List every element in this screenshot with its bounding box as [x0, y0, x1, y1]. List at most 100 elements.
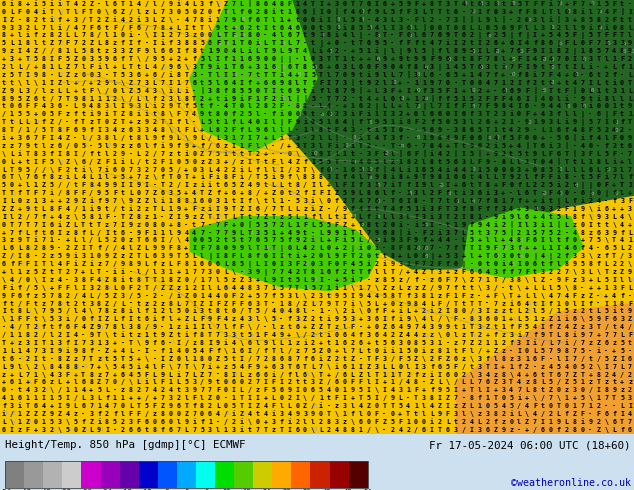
- Text: 2: 2: [486, 419, 489, 425]
- Text: T: T: [486, 111, 489, 117]
- Text: f: f: [303, 190, 307, 196]
- Text: O: O: [503, 246, 507, 251]
- Text: 8: 8: [501, 159, 505, 165]
- Text: 6: 6: [18, 293, 22, 299]
- Text: 7: 7: [414, 324, 418, 330]
- Text: 7: 7: [153, 167, 157, 172]
- Text: \: \: [256, 198, 259, 204]
- Text: 1: 1: [10, 395, 14, 401]
- Text: t: t: [224, 308, 228, 315]
- Text: T: T: [264, 48, 268, 54]
- Text: L: L: [549, 340, 553, 346]
- Text: 0: 0: [406, 32, 410, 39]
- Text: l: l: [470, 253, 474, 259]
- Text: 8: 8: [34, 151, 37, 157]
- Text: 1: 1: [81, 206, 85, 212]
- Text: \: \: [224, 348, 228, 354]
- Text: 9: 9: [160, 332, 164, 338]
- Text: 1: 1: [477, 214, 481, 220]
- Text: 5: 5: [137, 293, 141, 299]
- Text: L: L: [612, 64, 616, 70]
- Text: -: -: [145, 40, 148, 47]
- Text: 0: 0: [565, 56, 569, 62]
- Text: T: T: [264, 300, 268, 307]
- Text: 6: 6: [406, 143, 410, 149]
- Text: I: I: [604, 119, 608, 125]
- Text: 6: 6: [557, 127, 560, 133]
- Text: 6: 6: [34, 403, 37, 409]
- Text: l: l: [382, 24, 386, 30]
- Text: Z: Z: [319, 379, 323, 386]
- Text: -: -: [406, 127, 410, 133]
- Text: /: /: [97, 230, 101, 236]
- Text: 5: 5: [557, 364, 560, 369]
- Text: 2: 2: [287, 379, 291, 386]
- Text: 0: 0: [408, 285, 412, 290]
- Text: 5: 5: [446, 159, 450, 165]
- Text: 1: 1: [65, 48, 69, 54]
- Text: 0: 0: [224, 245, 228, 251]
- Text: L: L: [169, 261, 172, 267]
- Text: \: \: [375, 387, 378, 393]
- Text: /: /: [169, 293, 172, 299]
- Text: O: O: [155, 33, 158, 38]
- Text: 7: 7: [628, 364, 632, 369]
- Text: /: /: [176, 167, 180, 172]
- Text: l: l: [10, 64, 14, 70]
- Text: |: |: [588, 182, 592, 189]
- Text: 9: 9: [375, 230, 378, 236]
- Text: 6: 6: [517, 96, 521, 101]
- Text: L: L: [565, 221, 569, 228]
- Text: O: O: [139, 388, 143, 393]
- Text: 5: 5: [549, 182, 553, 188]
- Text: 1: 1: [477, 167, 481, 172]
- Text: 8: 8: [160, 411, 164, 417]
- Text: 0: 0: [597, 103, 600, 109]
- Text: T: T: [477, 182, 481, 188]
- Text: I: I: [240, 32, 243, 39]
- Text: 48: 48: [344, 489, 352, 490]
- Text: -: -: [264, 32, 268, 39]
- Text: F: F: [398, 32, 402, 39]
- Text: Z: Z: [382, 285, 386, 291]
- Text: f: f: [486, 206, 489, 212]
- Text: 5: 5: [422, 340, 426, 346]
- Text: f: f: [588, 300, 592, 307]
- Text: f: f: [216, 9, 220, 15]
- Text: 9: 9: [628, 308, 632, 315]
- Text: 8: 8: [597, 159, 600, 165]
- Text: 5: 5: [287, 214, 291, 220]
- Text: F: F: [588, 127, 592, 133]
- Text: +: +: [501, 238, 505, 244]
- Text: F: F: [628, 332, 632, 338]
- Text: 3: 3: [509, 277, 513, 283]
- Text: 2: 2: [525, 364, 529, 369]
- Text: 8: 8: [604, 96, 608, 101]
- Text: t: t: [549, 80, 553, 86]
- Text: I: I: [58, 403, 61, 409]
- Text: 0: 0: [527, 301, 531, 306]
- Text: 8: 8: [18, 1, 22, 7]
- Text: 2: 2: [81, 1, 85, 7]
- Text: F: F: [438, 356, 442, 362]
- Text: 6: 6: [533, 238, 537, 244]
- Text: L: L: [224, 261, 228, 267]
- Text: 4: 4: [232, 48, 236, 54]
- Text: I: I: [406, 198, 410, 204]
- Text: +: +: [169, 221, 172, 228]
- Text: O: O: [614, 277, 618, 282]
- Text: -: -: [319, 96, 323, 101]
- Text: 3: 3: [446, 1, 450, 7]
- Text: L: L: [145, 245, 148, 251]
- Text: I: I: [248, 403, 252, 409]
- Text: F: F: [34, 190, 37, 196]
- Text: 8: 8: [216, 245, 220, 251]
- Text: 0: 0: [176, 159, 180, 165]
- Text: l: l: [391, 214, 394, 220]
- Text: L: L: [58, 72, 61, 78]
- Text: 0: 0: [184, 308, 188, 315]
- Text: 6: 6: [517, 48, 521, 54]
- Text: 4: 4: [184, 238, 188, 244]
- Text: t: t: [280, 88, 283, 94]
- Text: F: F: [65, 285, 69, 291]
